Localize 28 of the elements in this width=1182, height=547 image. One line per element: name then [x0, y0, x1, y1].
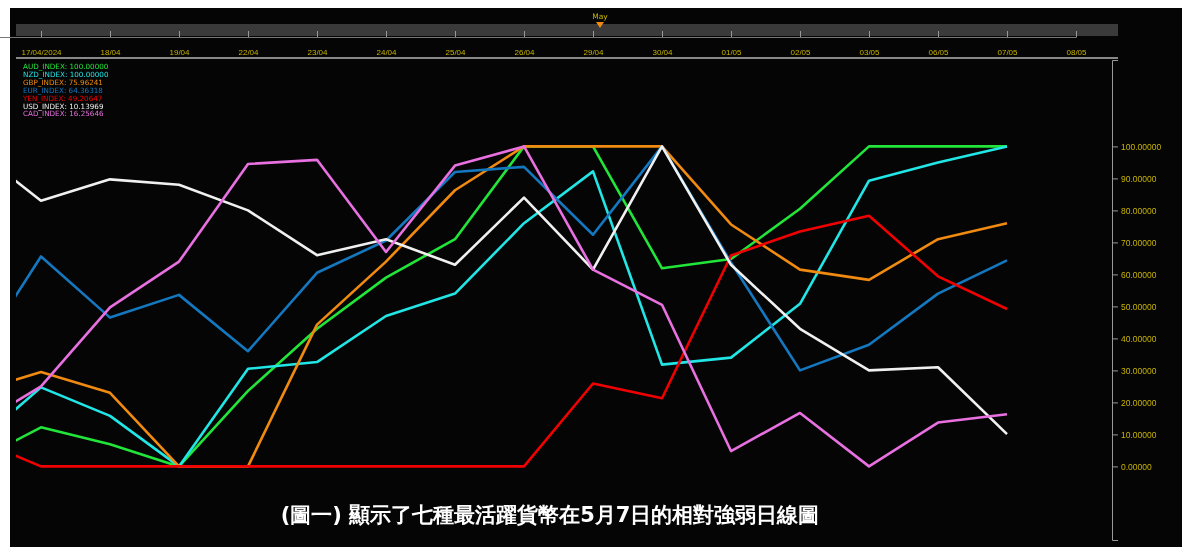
y-tick-label: 10.00000	[1121, 429, 1157, 440]
y-tick-label: 50.00000	[1121, 301, 1157, 312]
y-tick-label: 60.00000	[1121, 269, 1157, 280]
y-tick-label: 20.00000	[1121, 397, 1157, 408]
x-tick-label: 24/04	[376, 48, 398, 57]
x-tick-label: 25/04	[445, 48, 467, 57]
y-tick-label: 30.00000	[1121, 365, 1157, 376]
x-tick-label: 07/05	[997, 48, 1019, 57]
x-tick-label: 08/05	[1066, 48, 1088, 57]
y-tick-label: 40.00000	[1121, 333, 1157, 344]
y-tick-label: 80.00000	[1121, 205, 1157, 216]
x-tick-label: 29/04	[583, 48, 605, 57]
x-tick-label: 26/04	[514, 48, 536, 57]
x-tick-label: 17/04/2024	[21, 48, 63, 57]
x-tick-label: 01/05	[721, 48, 743, 57]
y-tick-label: 70.00000	[1121, 237, 1157, 248]
y-tick-label: 100.00000	[1121, 141, 1162, 152]
x-tick-label: 18/04	[100, 48, 122, 57]
text: (圖一) 顯示了七種最活躍貨幣在5月7日的相對強弱日線圖	[280, 503, 820, 527]
x-tick-label: 02/05	[790, 48, 812, 57]
y-tick-label: 0.00000	[1121, 461, 1152, 472]
y-tick-label: 90.00000	[1121, 173, 1157, 184]
x-tick-label: 06/05	[928, 48, 950, 57]
x-tick-label: 19/04	[169, 48, 191, 57]
x-tick-label: 23/04	[307, 48, 329, 57]
x-tick-label: 30/04	[652, 48, 674, 57]
x-tick-label: 22/04	[238, 48, 260, 57]
x-tick-label: 03/05	[859, 48, 881, 57]
